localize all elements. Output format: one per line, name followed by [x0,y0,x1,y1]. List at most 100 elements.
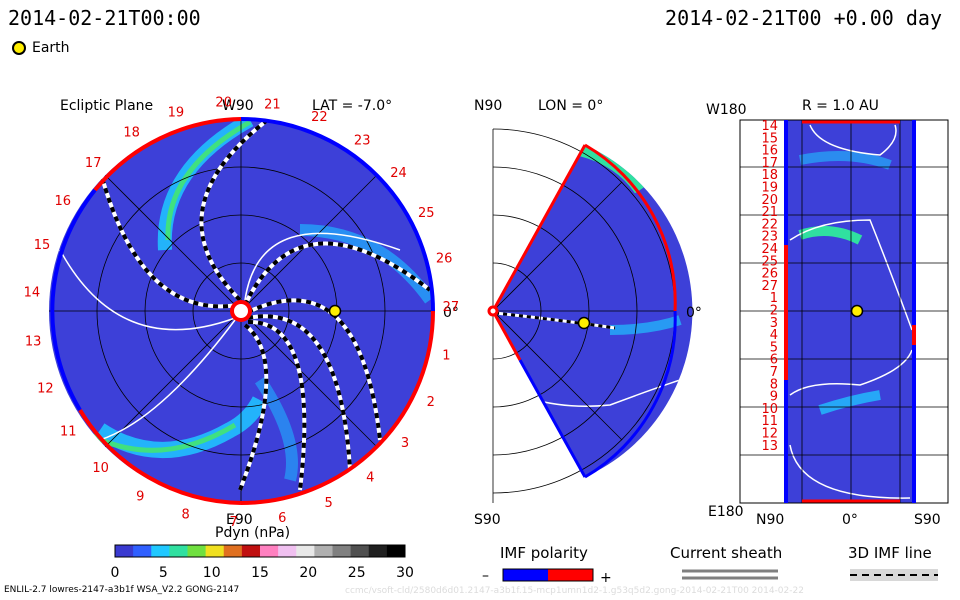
current-sheath-legend: Current sheath [670,544,782,581]
ecliptic-number-label: 20 [215,96,232,111]
radial-row-label: 19 [761,181,778,196]
current-sheath-lines [98,119,432,491]
ecliptic-panel: Ecliptic Plane W90 E90 0° LAT = -7.0° 12… [24,96,460,530]
meridional-earth-icon [577,316,591,330]
colorbar-cell [296,545,315,557]
stream-right [299,224,433,304]
ecliptic-number-label: 17 [85,156,102,171]
footer-model-info: ENLIL-2.7 lowres-2147-a3b1f WSA_V2.2 GON… [4,585,240,595]
radial-row-label: 20 [761,193,778,208]
colorbar-cell [386,545,406,557]
ecliptic-number-label: 18 [123,126,140,141]
radial-row-label: 1 [770,291,778,306]
colorbar-ticks: 0 5 10 15 20 25 30 [111,565,414,581]
imf-white-lines [59,232,401,441]
radial-panel: R = 1.0 AU W180 E180 N90 0° S90 14151617… [706,98,949,528]
radial-row-labels: 1415161718192021222324252627123456789101… [761,119,778,454]
ecliptic-number-label: 16 [55,194,72,209]
ecliptic-number-label: 26 [436,252,453,267]
colorbar-cell [115,545,134,557]
imf3d-legend: 3D IMF line [848,544,938,581]
colorbar-tick-label: 30 [396,565,414,581]
radial-row-label: 17 [761,156,778,171]
radial-row-label: 6 [770,353,778,368]
ecliptic-number-label: 21 [264,97,281,112]
colorbar-tick-label: 5 [159,565,168,581]
radial-bottom-label-s90: S90 [914,512,941,528]
meridional-sun-icon [487,305,499,317]
meridional-edge-low-red [491,310,522,361]
ecliptic-number-label: 27 [443,300,460,315]
radial-row-label: 8 [770,377,778,392]
radial-earth-icon [850,304,864,318]
ecliptic-number-label: 25 [418,206,435,221]
radial-row-label: 14 [761,119,778,134]
radial-row-label: 2 [770,304,778,319]
ecliptic-number-label: 24 [390,166,407,181]
radial-imf-lines [789,124,913,499]
radial-row-label: 10 [761,402,778,417]
earth-marker-icon [328,304,342,318]
radial-row-label: 11 [761,414,778,429]
colorbar-cell [278,545,297,557]
radial-row-label: 9 [770,390,778,405]
left-timestamp-title: 2014-02-21T00:00 [8,6,201,30]
imf3d-title: 3D IMF line [848,544,932,562]
ecliptic-number-label: 23 [354,134,371,149]
radial-row-label: 21 [761,205,778,220]
polarity-border-negative-2 [50,188,97,412]
colorbar-cell [314,545,334,557]
ecliptic-number-label: 5 [325,496,333,511]
radial-row-label: 24 [761,242,778,257]
ecliptic-number-label: 6 [278,511,286,526]
ecliptic-number-label: 12 [37,382,54,397]
colorbar-tick-label: 15 [251,565,269,581]
imf-minus-label: – [482,568,489,584]
radial-row-label: 26 [761,267,778,282]
meridional-arc-blue [584,310,677,479]
ecliptic-number-label: 3 [401,436,409,451]
radial-row-label: 18 [761,168,778,183]
radial-title: R = 1.0 AU [802,98,879,114]
imf-polarity-title: IMF polarity [500,544,588,562]
ecliptic-number-label: 14 [24,286,41,301]
ecliptic-bottom-axis: E90 [226,512,253,528]
colorbar-cell [332,545,352,557]
imf-swatch-frame [502,568,594,582]
colorbar-tick-label: 20 [299,565,317,581]
ecliptic-number-label: 9 [136,489,144,504]
radial-row-label: 25 [761,254,778,269]
imf3d-swatch-bg [850,569,938,581]
radial-row-label: 23 [761,230,778,245]
radial-row-label: 22 [761,217,778,232]
radial-row-label: 5 [770,340,778,355]
ecliptic-number-label: 22 [311,110,328,125]
colorbar-cell [187,545,207,557]
meridional-lon-label: LON = 0° [538,98,603,114]
earth-legend-label: Earth [32,40,70,56]
radial-row-label: 7 [770,365,778,380]
ecliptic-number-label: 13 [25,334,42,349]
colorbar-cell [223,545,243,557]
meridional-edge-low-blue [518,359,587,478]
imf-plus-label: + [600,570,612,586]
colorbar-tick-label: 0 [111,565,120,581]
ecliptic-right-axis: 0° [443,305,459,321]
radial-bottom-left-label: E180 [708,504,744,520]
meridional-panel: N90 LON = 0° S90 0° [474,98,702,528]
radial-stream-3 [799,151,892,170]
colorbar-cell [169,545,189,557]
ecliptic-number-label: 1 [442,349,450,364]
colorbar-cell [368,545,388,557]
radial-row-label: 12 [761,427,778,442]
meridional-arc-red [584,143,677,312]
ecliptic-number-label: 7 [230,515,238,530]
stream-bottom [255,376,298,482]
imf-polarity-legend: IMF polarity – + [482,544,612,586]
ecliptic-number-label: 8 [181,508,189,523]
polarity-border-positive [240,310,435,505]
polarity-border-positive-2 [78,408,242,505]
ecliptic-number-label: 4 [366,471,374,486]
polarity-border-negative [240,117,435,312]
